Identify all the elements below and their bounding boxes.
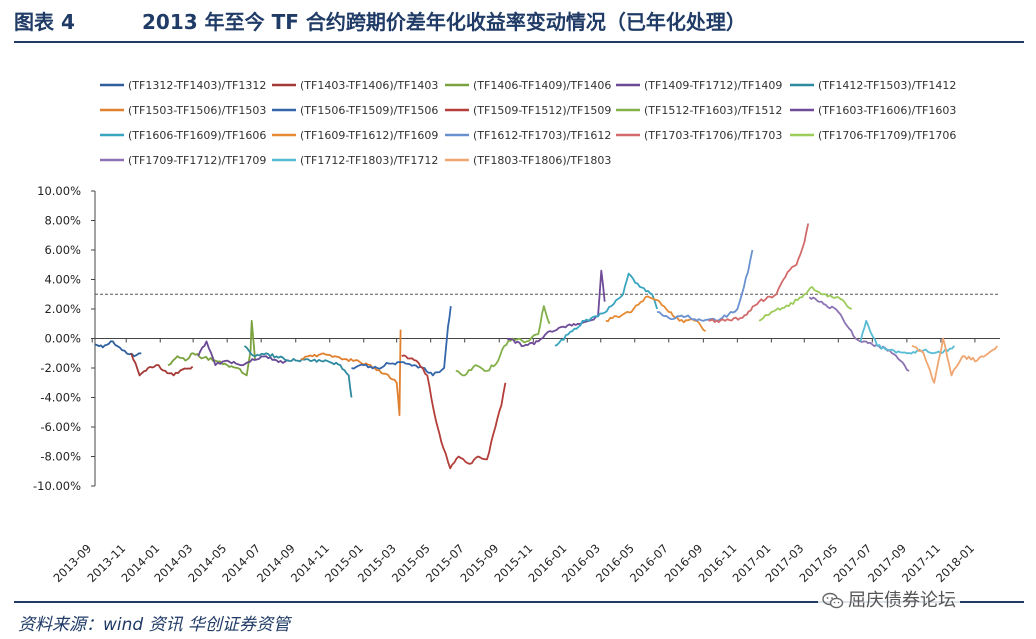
figure-header: 图表 4 2013 年至今 TF 合约跨期价差年化收益率变动情况（已年化处理） [14, 0, 1022, 40]
legend-item: (TF1403-TF1406)/TF1403 [272, 79, 438, 92]
legend-item: (TF1512-TF1603)/TF1512 [616, 104, 782, 117]
series-line [758, 286, 853, 322]
legend-label: (TF1409-TF1712)/TF1409 [644, 79, 782, 92]
series-line [455, 305, 551, 377]
legend-item: (TF1803-TF1806)/TF1803 [445, 154, 611, 167]
header-rule [14, 41, 1024, 43]
legend-label: (TF1403-TF1406)/TF1403 [300, 79, 438, 92]
y-tick-label: -10.00% [33, 479, 81, 493]
y-tick-label: -4.00% [40, 391, 81, 405]
legend-item: (TF1712-TF1803)/TF1712 [272, 154, 438, 167]
series-line [554, 272, 658, 347]
legend-item: (TF1606-TF1609)/TF1606 [100, 129, 266, 142]
series-line [859, 319, 955, 355]
watermark: 屈庆债券论坛 [818, 586, 960, 612]
y-tick-label: 8.00% [44, 214, 81, 228]
series-line [197, 340, 290, 367]
wechat-icon [822, 592, 844, 609]
legend-item: (TF1603-TF1606)/TF1603 [790, 104, 956, 117]
legend-label: (TF1709-TF1712)/TF1709 [128, 154, 266, 167]
y-tick-label: -6.00% [40, 420, 81, 434]
legend-label: (TF1803-TF1806)/TF1803 [473, 154, 611, 167]
series-line [94, 340, 142, 358]
legend-item: (TF1609-TF1612)/TF1609 [272, 129, 438, 142]
series-line [911, 337, 998, 384]
legend-label: (TF1412-TF1503)/TF1412 [818, 79, 956, 92]
y-tick-label: 4.00% [44, 273, 81, 287]
x-axis: 2013-092013-112014-012014-032014-052014-… [50, 338, 1000, 585]
legend-item: (TF1312-TF1403)/TF1312 [100, 79, 266, 92]
source-note: 资料来源：wind 资讯 华创证券资管 [18, 615, 290, 635]
y-tick-label: 0.00% [44, 332, 81, 346]
series-line [300, 329, 402, 417]
footer-rule [14, 601, 1024, 603]
figure-label: 图表 4 [14, 10, 75, 34]
legend-label: (TF1712-TF1803)/TF1712 [300, 154, 438, 167]
y-tick-label: -2.00% [40, 361, 81, 375]
series-line [605, 295, 707, 332]
series-line [657, 249, 754, 322]
y-tick-label: 2.00% [44, 302, 81, 316]
legend-label: (TF1406-TF1409)/TF1406 [473, 79, 611, 92]
x-tick-label: 2018-01 [933, 541, 977, 585]
series-line [243, 345, 353, 398]
series-layer [94, 223, 998, 470]
y-tick-label: 10.00% [37, 184, 81, 198]
legend-label: (TF1612-TF1703)/TF1612 [473, 129, 611, 142]
legend-label: (TF1512-TF1603)/TF1512 [644, 104, 782, 117]
series-line [351, 305, 452, 377]
legend-label: (TF1509-TF1512)/TF1509 [473, 104, 611, 117]
legend-item: (TF1703-TF1706)/TF1703 [616, 129, 782, 142]
legend-label: (TF1609-TF1612)/TF1609 [300, 129, 438, 142]
legend-label: (TF1706-TF1709)/TF1706 [818, 129, 956, 142]
legend-label: (TF1603-TF1606)/TF1603 [818, 104, 956, 117]
legend-label: (TF1506-TF1509)/TF1506 [300, 104, 438, 117]
legend-label: (TF1606-TF1609)/TF1606 [128, 129, 266, 142]
series-line [506, 269, 606, 347]
legend-item: (TF1506-TF1509)/TF1506 [272, 104, 438, 117]
y-axis: 10.00% 8.00% 6.00% 4.00% 2.00% 0.00% -2.00% -4.… [33, 184, 96, 493]
legend-label: (TF1503-TF1506)/TF1503 [128, 104, 266, 117]
legend-label: (TF1312-TF1403)/TF1312 [128, 79, 266, 92]
series-line [708, 223, 810, 323]
watermark-text: 屈庆债券论坛 [848, 590, 956, 611]
series-line [167, 319, 256, 377]
y-tick-label: 6.00% [44, 243, 81, 257]
legend-item: (TF1503-TF1506)/TF1503 [100, 104, 266, 117]
legend-label: (TF1703-TF1706)/TF1703 [644, 129, 782, 142]
chart-title: 2013 年至今 TF 合约跨期价差年化收益率变动情况（已年化处理） [142, 10, 746, 34]
legend-item: (TF1709-TF1712)/TF1709 [100, 154, 266, 167]
legend-item: (TF1406-TF1409)/TF1406 [445, 79, 611, 92]
chart-legend: (TF1312-TF1403)/TF1312 (TF1403-TF1406)/TF… [100, 79, 956, 167]
series-line [130, 353, 194, 377]
y-tick-label: -8.00% [40, 450, 81, 464]
line-chart: (TF1312-TF1403)/TF1312 (TF1403-TF1406)/TF… [33, 79, 1000, 585]
series-line [808, 296, 910, 372]
legend-item: (TF1412-TF1503)/TF1412 [790, 79, 956, 92]
legend-item: (TF1409-TF1712)/TF1409 [616, 79, 782, 92]
legend-item: (TF1612-TF1703)/TF1612 [445, 129, 611, 142]
legend-item: (TF1509-TF1512)/TF1509 [445, 104, 611, 117]
legend-item: (TF1706-TF1709)/TF1706 [790, 129, 956, 142]
series-line [401, 354, 507, 470]
